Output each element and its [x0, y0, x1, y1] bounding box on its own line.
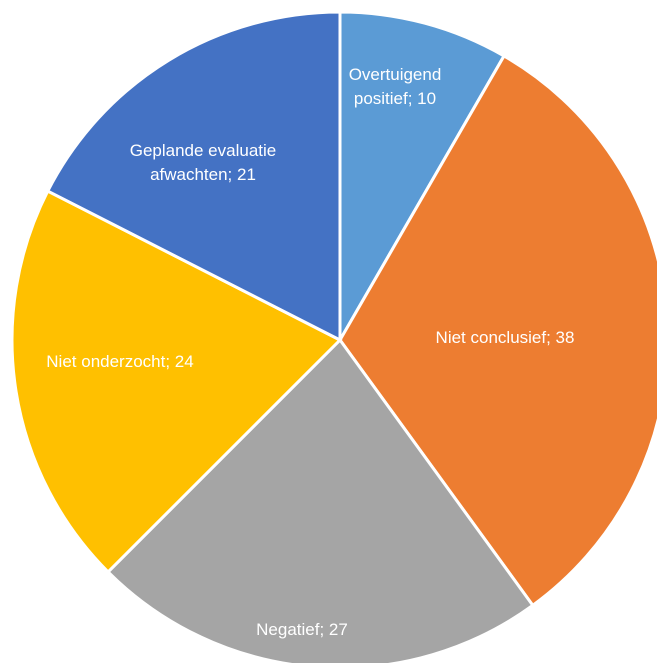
pie-slice	[105, 337, 535, 663]
pie-slice	[45, 10, 342, 343]
slice-label: Negatief; 27	[256, 620, 348, 639]
pie-slice	[338, 10, 507, 346]
slice-label: Niet conclusief; 38	[435, 328, 575, 347]
slice-label: Geplande evaluatie afwachten; 21	[129, 141, 277, 184]
pie-slice	[10, 189, 343, 575]
slice-label: Niet onderzocht; 24	[46, 352, 194, 371]
slice-label: Overtuigend positief; 10	[348, 65, 442, 108]
pie-slice	[338, 53, 657, 608]
